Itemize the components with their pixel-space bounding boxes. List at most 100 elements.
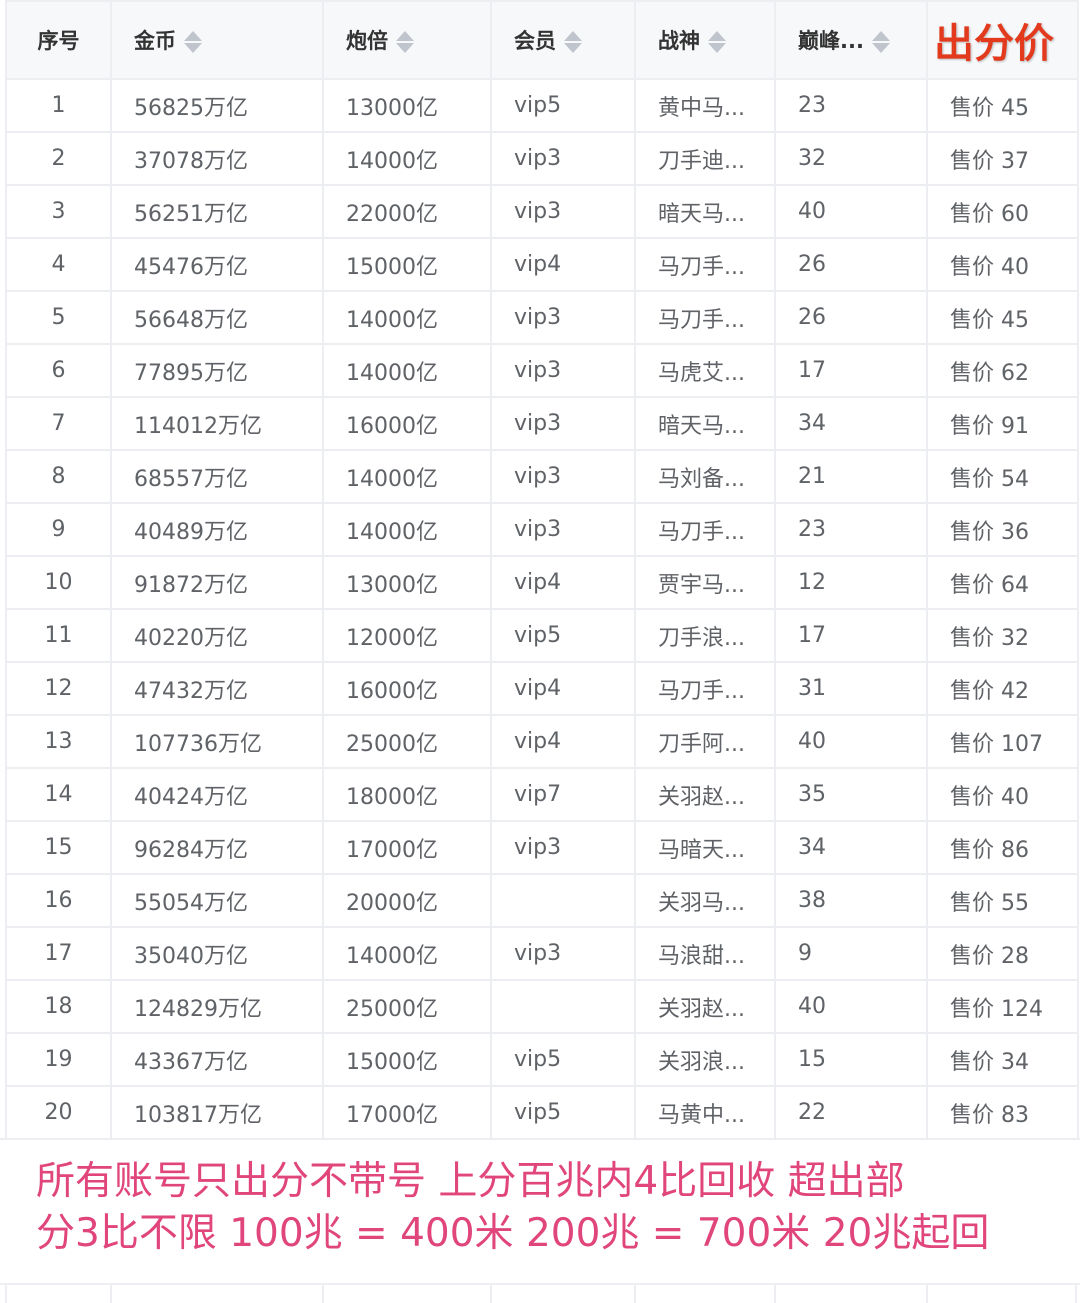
column-header-coins[interactable]: 金币 — [110, 0, 324, 80]
cell-vip: vip4 — [490, 555, 636, 610]
cell-peak: 23 — [774, 78, 928, 133]
column-header-index: 序号 — [5, 0, 112, 80]
table-row[interactable]: 19 43367万亿 15000亿 vip5 关羽浪... 15 售价 34 — [5, 1032, 1079, 1087]
cell-cannon: 25000亿 — [322, 979, 492, 1034]
sort-descending-icon[interactable] — [708, 43, 726, 53]
table-row[interactable]: 14 40424万亿 18000亿 vip7 关羽赵... 35 售价 40 — [5, 767, 1079, 822]
sort-ascending-icon[interactable] — [564, 31, 582, 41]
table-row[interactable]: 9 40489万亿 14000亿 vip3 马刀手... 23 售价 36 — [5, 502, 1079, 557]
table-row[interactable]: 17 35040万亿 14000亿 vip3 马浪甜... 9 售价 28 — [5, 926, 1079, 981]
notice-line-1: 所有账号只出分不带号 上分百兆内4比回收 超出部 — [36, 1159, 905, 1204]
sort-descending-icon[interactable] — [184, 43, 202, 53]
cell-index: 5 — [5, 290, 112, 345]
cell-warrior: 马浪甜... — [634, 926, 776, 981]
cell-peak: 40 — [774, 184, 928, 239]
column-header-price: 出分价 — [926, 0, 1079, 80]
table-row[interactable]: 5 56648万亿 14000亿 vip3 马刀手... 26 售价 45 — [5, 290, 1079, 345]
cell-price: 售价 62 — [926, 343, 1079, 398]
column-header-cannon[interactable]: 炮倍 — [322, 0, 492, 80]
notice-line-2: 分3比不限 100兆 = 400米 200兆 = 700米 20兆起回 — [36, 1211, 990, 1256]
table-row[interactable]: 7 114012万亿 16000亿 vip3 暗天马... 34 售价 91 — [5, 396, 1079, 451]
table-row[interactable]: 12 47432万亿 16000亿 vip4 马刀手... 31 售价 42 — [5, 661, 1079, 716]
cell-price: 售价 91 — [926, 396, 1079, 451]
table-row[interactable]: 3 56251万亿 22000亿 vip3 暗天马... 40 售价 60 — [5, 184, 1079, 239]
sort-ascending-icon[interactable] — [396, 31, 414, 41]
table-row[interactable]: 15 96284万亿 17000亿 vip3 马暗天... 34 售价 86 — [5, 820, 1079, 875]
accounts-table: 序号 金币 炮倍 会员 战神 巅峰... 出分价 1 56825万亿 13000亿 vip5 黄中马… — [5, 0, 1079, 1140]
cell-warrior: 黄中马... — [634, 78, 776, 133]
column-header-peak[interactable]: 巅峰... — [774, 0, 928, 80]
cell-cannon: 17000亿 — [322, 820, 492, 875]
cell-price: 售价 64 — [926, 555, 1079, 610]
cell-warrior: 刀手阿... — [634, 714, 776, 769]
table-row[interactable]: 10 91872万亿 13000亿 vip4 贾宇马... 12 售价 64 — [5, 555, 1079, 610]
table-row[interactable]: 8 68557万亿 14000亿 vip3 马刘备... 21 售价 54 — [5, 449, 1079, 504]
cell-cannon: 15000亿 — [322, 237, 492, 292]
table-row[interactable]: 1 56825万亿 13000亿 vip5 黄中马... 23 售价 45 — [5, 78, 1079, 133]
cell-cannon: 14000亿 — [322, 131, 492, 186]
table-row[interactable]: 6 77895万亿 14000亿 vip3 马虎艾... 17 售价 62 — [5, 343, 1079, 398]
cell-coins: 40489万亿 — [110, 502, 324, 557]
cell-index: 10 — [5, 555, 112, 610]
sort-descending-icon[interactable] — [871, 43, 890, 53]
cell-index: 6 — [5, 343, 112, 398]
cell-cannon: 14000亿 — [322, 449, 492, 504]
sort-icon[interactable] — [871, 29, 890, 55]
cell-index: 1 — [5, 78, 112, 133]
column-header-warrior[interactable]: 战神 — [634, 0, 776, 80]
column-header-vip[interactable]: 会员 — [490, 0, 636, 80]
cell-vip: vip4 — [490, 714, 636, 769]
cell-coins: 40424万亿 — [110, 767, 324, 822]
cell-warrior: 马暗天... — [634, 820, 776, 875]
cell-warrior: 刀手浪... — [634, 608, 776, 663]
cell-cannon: 13000亿 — [322, 78, 492, 133]
cell-cannon: 17000亿 — [322, 1085, 492, 1140]
table-row[interactable]: 20 103817万亿 17000亿 vip5 马黄中... 22 售价 83 — [5, 1085, 1079, 1140]
cell-coins: 107736万亿 — [110, 714, 324, 769]
cell-index: 12 — [5, 661, 112, 716]
sort-ascending-icon[interactable] — [708, 31, 726, 41]
sort-ascending-icon[interactable] — [871, 31, 890, 41]
cell-price: 售价 107 — [926, 714, 1079, 769]
sort-icon[interactable] — [708, 29, 726, 55]
cell-index: 15 — [5, 820, 112, 875]
sort-descending-icon[interactable] — [564, 43, 582, 53]
sort-ascending-icon[interactable] — [184, 31, 202, 41]
cell-vip: vip3 — [490, 502, 636, 557]
column-header-label: 金币 — [134, 29, 176, 53]
sort-descending-icon[interactable] — [396, 43, 414, 53]
cell-peak: 40 — [774, 714, 928, 769]
cell-warrior: 马刀手... — [634, 661, 776, 716]
table-row[interactable]: 16 55054万亿 20000亿 关羽马... 38 售价 55 — [5, 873, 1079, 928]
cell-vip: vip3 — [490, 820, 636, 875]
cell-cannon: 22000亿 — [322, 184, 492, 239]
cell-cannon: 16000亿 — [322, 396, 492, 451]
cell-warrior: 贾宇马... — [634, 555, 776, 610]
sort-icon[interactable] — [564, 29, 582, 55]
column-header-label: 巅峰... — [798, 29, 864, 53]
table-row[interactable]: 2 37078万亿 14000亿 vip3 刀手迪... 32 售价 37 — [5, 131, 1079, 186]
cell-warrior: 关羽马... — [634, 873, 776, 928]
cell-cannon: 18000亿 — [322, 767, 492, 822]
cell-vip — [490, 873, 636, 928]
cell-index: 19 — [5, 1032, 112, 1087]
cell-index: 9 — [5, 502, 112, 557]
cell-peak: 26 — [774, 237, 928, 292]
cell-peak: 15 — [774, 1032, 928, 1087]
sort-icon[interactable] — [396, 29, 414, 55]
cell-price: 售价 32 — [926, 608, 1079, 663]
cell-vip: vip3 — [490, 184, 636, 239]
table-row[interactable]: 13 107736万亿 25000亿 vip4 刀手阿... 40 售价 107 — [5, 714, 1079, 769]
cell-cannon: 20000亿 — [322, 873, 492, 928]
table-row[interactable]: 18 124829万亿 25000亿 关羽赵... 40 售价 124 — [5, 979, 1079, 1034]
sort-icon[interactable] — [184, 29, 202, 55]
cell-vip: vip4 — [490, 661, 636, 716]
table-row[interactable]: 11 40220万亿 12000亿 vip5 刀手浪... 17 售价 32 — [5, 608, 1079, 663]
table-row[interactable]: 4 45476万亿 15000亿 vip4 马刀手... 26 售价 40 — [5, 237, 1079, 292]
cell-cannon: 14000亿 — [322, 502, 492, 557]
cell-peak: 23 — [774, 502, 928, 557]
cell-coins: 55054万亿 — [110, 873, 324, 928]
cell-index: 14 — [5, 767, 112, 822]
cell-price: 售价 45 — [926, 78, 1079, 133]
cell-coins: 56825万亿 — [110, 78, 324, 133]
